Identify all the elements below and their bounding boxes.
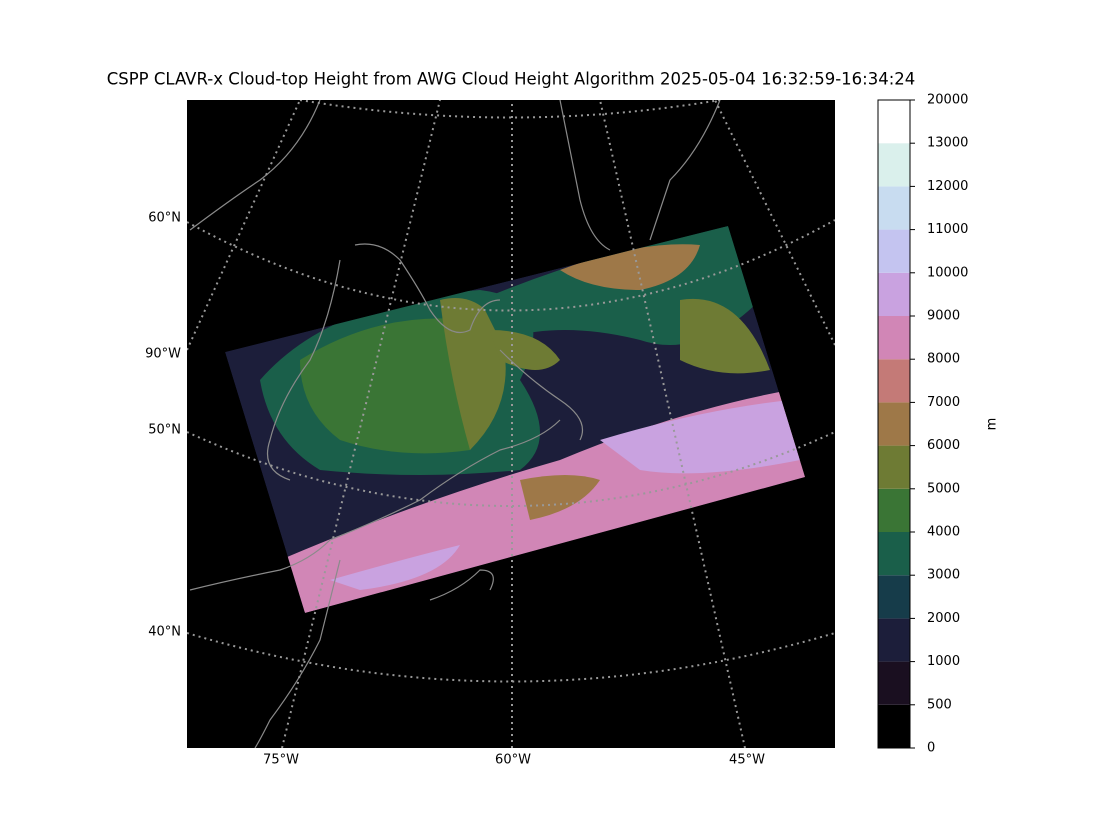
colorbar-tick-label: 500: [927, 697, 952, 712]
colorbar-segment: [878, 402, 910, 446]
colorbar-tick-label: 10000: [927, 265, 968, 280]
lon-label: 45°W: [729, 753, 765, 768]
colorbar-tick-label: 13000: [927, 136, 968, 151]
colorbar: 0 500 1000 2000 3000 4000 5000 6000 7000 8000 9000…: [877, 93, 968, 756]
lon-label: 90°W: [145, 347, 181, 362]
lat-label: 50°N: [148, 423, 181, 438]
coastlines: [189, 100, 721, 748]
colorbar-tick-label: 5000: [927, 481, 960, 496]
cloud-swath: [225, 226, 805, 613]
colorbar-tick-label: 0: [927, 741, 935, 756]
lat-label: 60°N: [148, 211, 181, 226]
colorbar-segment: [878, 229, 910, 273]
colorbar-segment: [878, 143, 910, 187]
colorbar-tick-label: 3000: [927, 568, 960, 583]
colorbar-tick-label: 8000: [927, 352, 960, 367]
colorbar-tick-label: 9000: [927, 309, 960, 324]
colorbar-tick-label: 4000: [927, 525, 960, 540]
colorbar-segment: [878, 272, 910, 316]
title: CSPP CLAVR-x Cloud-top Height from AWG C…: [107, 70, 916, 89]
colorbar-segment: [878, 704, 910, 748]
colorbar-tick-label: 6000: [927, 438, 960, 453]
colorbar-tick-label: 7000: [927, 395, 960, 410]
colorbar-segment: [878, 316, 910, 360]
colorbar-tick-label: 1000: [927, 654, 960, 669]
colorbar-segment: [878, 488, 910, 532]
colorbar-segment: [878, 445, 910, 489]
colorbar-segment: [878, 359, 910, 403]
colorbar-tick-label: 20000: [927, 93, 968, 108]
lat-label: 40°N: [148, 625, 181, 640]
colorbar-unit: m: [985, 418, 1000, 431]
colorbar-segment: [878, 575, 910, 619]
colorbar-frame: [877, 99, 911, 749]
colorbar-tick-label: 11000: [927, 222, 968, 237]
colorbar-segment: [878, 100, 910, 144]
lon-label: 75°W: [263, 753, 299, 768]
lon-label: 60°W: [495, 753, 531, 768]
colorbar-segment: [878, 618, 910, 662]
graticule: [187, 100, 835, 748]
colorbar-tick-label: 2000: [927, 611, 960, 626]
colorbar-segment: [878, 661, 910, 705]
colorbar-tick-label: 12000: [927, 179, 968, 194]
colorbar-segment: [878, 186, 910, 230]
colorbar-segment: [878, 532, 910, 576]
